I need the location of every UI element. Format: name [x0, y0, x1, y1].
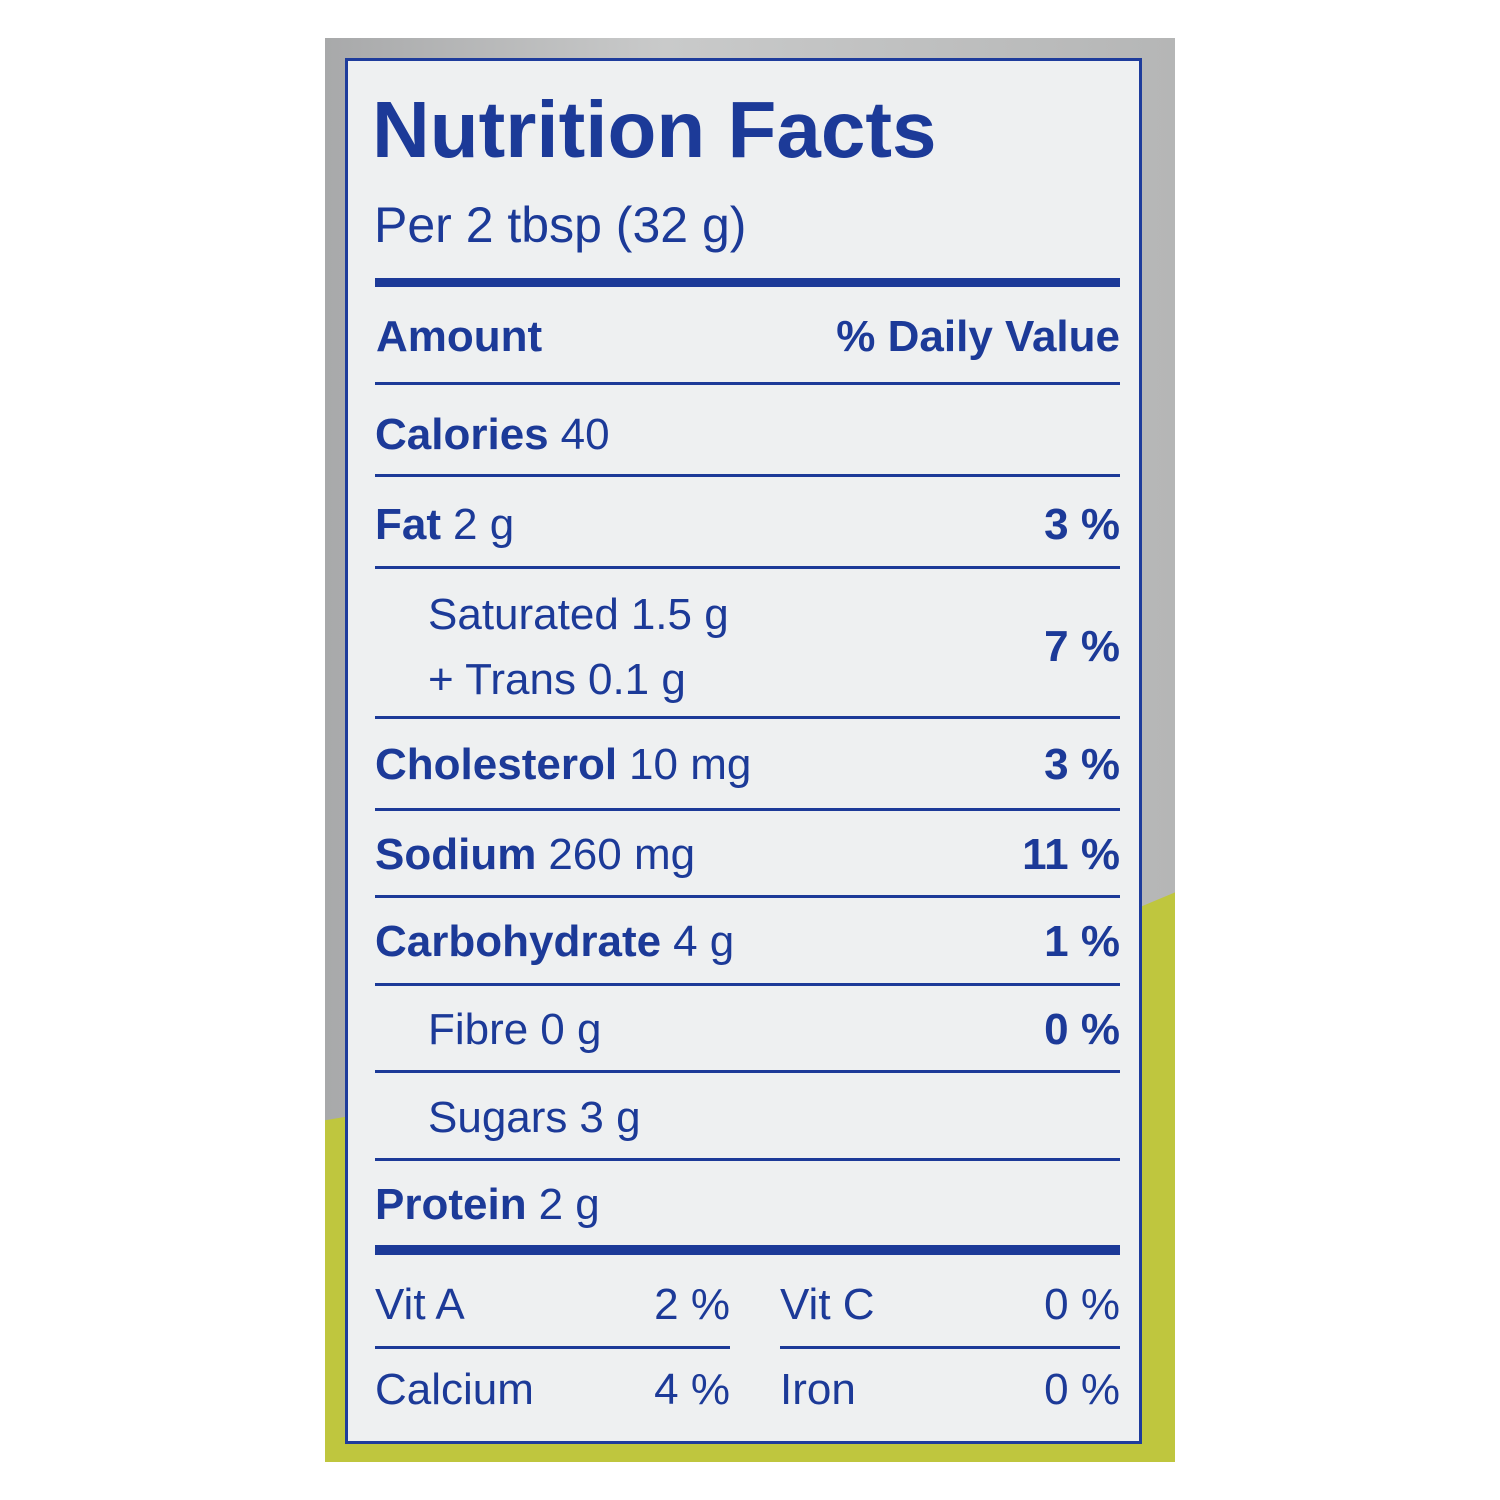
rule: [375, 808, 1120, 811]
rule: [375, 1070, 1120, 1073]
nutrient-name: Fat: [375, 500, 441, 549]
rule: [375, 1245, 1120, 1255]
rule: [375, 895, 1120, 898]
rule: [375, 278, 1120, 287]
nutrient-amount: 2 g: [538, 1180, 600, 1229]
nutrient-amount: 4 g: [673, 917, 735, 966]
vitamin-name: Calcium: [375, 1365, 534, 1414]
rule: [375, 382, 1120, 385]
daily-value: 0 %: [1044, 1005, 1120, 1054]
nutrient-amount: 10 mg: [629, 740, 752, 789]
nutrient-name: Sodium: [375, 830, 537, 879]
daily-value: 1 %: [1044, 917, 1120, 966]
daily-value: 11 %: [1022, 830, 1120, 879]
rule: [375, 474, 1120, 477]
vitamin-daily-value: 2 %: [654, 1280, 730, 1329]
rule: [375, 1158, 1120, 1161]
nutrient-amount: 0.1 g: [587, 655, 686, 704]
nutrient-amount: 3 g: [579, 1093, 641, 1142]
title: Nutrition Facts: [372, 85, 937, 174]
nutrient-name: Calories: [375, 410, 549, 459]
rule: [375, 983, 1120, 986]
daily-value: 3 %: [1044, 500, 1120, 549]
nutrient-name: Saturated: [428, 590, 619, 639]
nutrient-name: Sugars: [428, 1093, 568, 1142]
vitamin-daily-value: 0 %: [1044, 1280, 1120, 1329]
rule: [375, 716, 1120, 719]
nutrient-name: Cholesterol: [375, 740, 618, 789]
nutrient-name: Fibre: [428, 1005, 529, 1054]
vitamin-daily-value: 4 %: [654, 1365, 730, 1414]
nutrient-name: Carbohydrate: [375, 917, 662, 966]
nutrient-amount: 2 g: [453, 500, 515, 549]
nutrient-amount: 40: [560, 410, 610, 459]
nutrient-amount: 0 g: [540, 1005, 602, 1054]
nutrient-amount: 260 mg: [548, 830, 696, 879]
nutrient-amount: 1.5 g: [630, 590, 729, 639]
daily-value: 7 %: [1044, 622, 1120, 671]
vitamin-name: Iron: [780, 1365, 856, 1414]
daily-value: 3 %: [1044, 740, 1120, 789]
nutrient-name: Protein: [375, 1180, 527, 1229]
rule: [780, 1346, 1120, 1349]
vitamin-name: Vit C: [780, 1280, 875, 1329]
vitamin-daily-value: 0 %: [1044, 1365, 1120, 1414]
vitamin-name: Vit A: [375, 1280, 465, 1329]
amount-header: Amount: [376, 312, 543, 361]
daily-value-header: % Daily Value: [836, 312, 1120, 361]
nutrient-name: + Trans: [428, 655, 576, 704]
rule: [375, 1346, 730, 1349]
label-panel: [345, 58, 1142, 1444]
rule: [375, 566, 1120, 569]
serving: Per 2 tbsp (32 g): [374, 197, 747, 253]
